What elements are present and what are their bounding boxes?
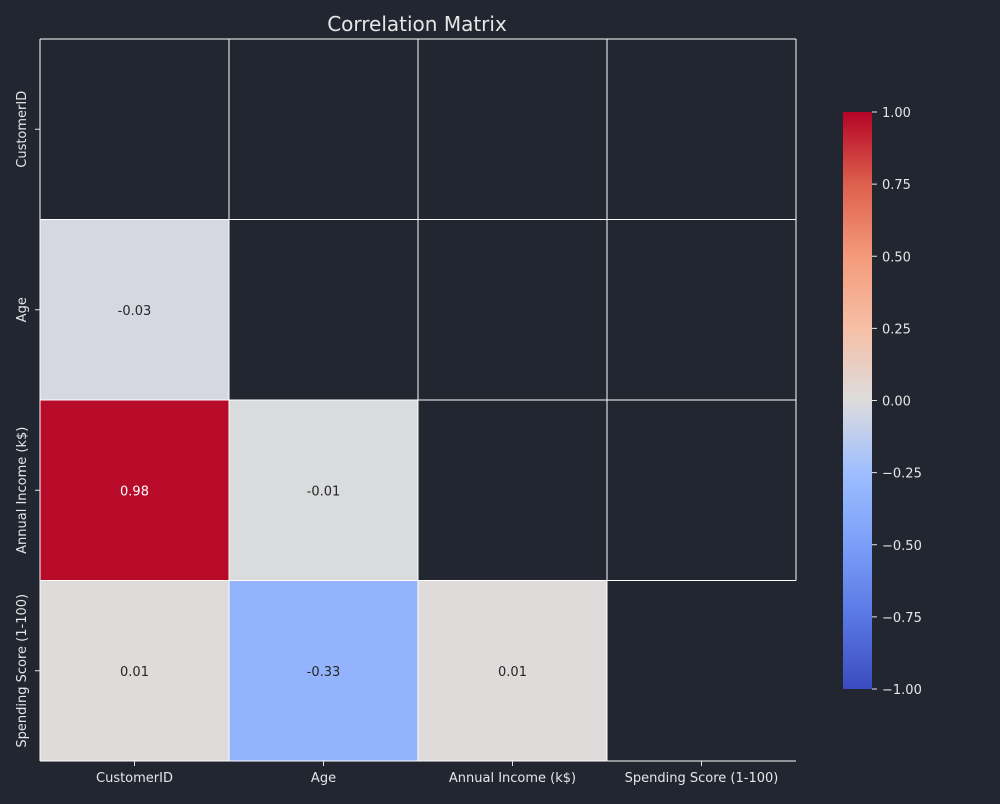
- colorbar-tick-label: −1.00: [882, 683, 922, 698]
- cell-value-label: 0.01: [498, 665, 527, 680]
- heatmap-cell: [40, 400, 229, 581]
- heatmap-cell: [40, 580, 229, 761]
- y-tick-label: Spending Score (1-100): [15, 594, 30, 748]
- chart-title: Correlation Matrix: [327, 12, 507, 36]
- colorbar-tick-label: 0.75: [882, 178, 911, 193]
- heatmap-cell: [229, 400, 418, 581]
- heatmap-cells: -0.03 0.98 -0.01 0.01 -0.33 0.01: [40, 219, 607, 761]
- colorbar-tick-label: −0.25: [882, 467, 922, 482]
- heatmap-cell: [229, 580, 418, 761]
- x-tick-label: Annual Income (k$): [449, 771, 576, 786]
- cell-value-label: 0.01: [120, 665, 149, 680]
- heatmap-cell: [40, 219, 229, 400]
- x-tick-label: CustomerID: [96, 771, 173, 786]
- colorbar-tick-label: 0.50: [882, 250, 911, 265]
- y-tick-label: Age: [15, 297, 30, 322]
- heatmap-cell: [418, 580, 607, 761]
- colorbar-tick-label: 0.00: [882, 395, 911, 410]
- cell-value-label: 0.98: [120, 484, 149, 499]
- colorbar-tick-label: −0.50: [882, 539, 922, 554]
- cell-value-label: -0.33: [307, 665, 341, 680]
- y-tick-label: Annual Income (k$): [15, 427, 30, 554]
- y-tick-labels: CustomerID Age Annual Income (k$) Spending …: [15, 91, 40, 748]
- colorbar-tick-label: 0.25: [882, 322, 911, 337]
- x-tick-label: Age: [311, 771, 336, 786]
- colorbar: 1.00 0.75 0.50 0.25 0.00 −0.25 −0.50 −0.75 −1.00: [843, 106, 922, 698]
- y-tick-label: CustomerID: [15, 91, 30, 168]
- heatmap-gridlines: [39, 38, 797, 762]
- x-tick-labels: CustomerID Age Annual Income (k$) Spending …: [96, 761, 778, 786]
- colorbar-tick-label: −0.75: [882, 611, 922, 626]
- cell-value-label: -0.03: [118, 304, 152, 319]
- cell-value-label: -0.01: [307, 484, 341, 499]
- x-tick-label: Spending Score (1-100): [625, 771, 779, 786]
- colorbar-gradient: [843, 112, 872, 689]
- colorbar-tick-label: 1.00: [882, 106, 911, 121]
